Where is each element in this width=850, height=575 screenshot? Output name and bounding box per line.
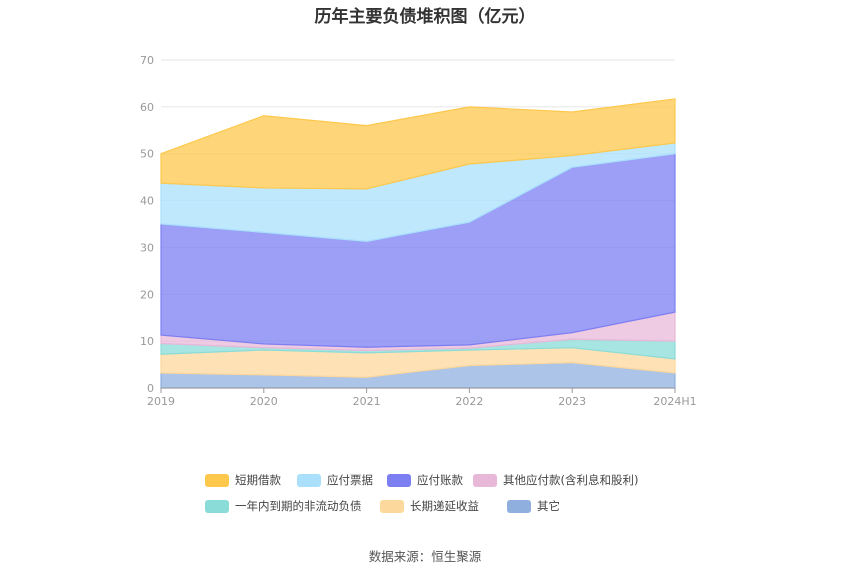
legend-swatch bbox=[205, 499, 229, 513]
x-tick-label: 2023 bbox=[558, 395, 586, 408]
legend-label: 应付票据 bbox=[327, 473, 373, 487]
y-tick-label: 70 bbox=[140, 54, 154, 67]
legend-label: 其它 bbox=[537, 499, 560, 513]
y-tick-label: 0 bbox=[147, 382, 154, 395]
legend-item[interactable]: 长期递延收益 bbox=[380, 498, 479, 514]
legend-label: 应付账款 bbox=[417, 473, 463, 487]
legend-label: 短期借款 bbox=[235, 473, 281, 487]
axes: 0 10 20 30 40 50 60 70 2019 2020 2021 2022 2023 2024H… bbox=[140, 54, 697, 408]
chart-title: 历年主要负债堆积图（亿元） bbox=[314, 7, 536, 27]
legend-label: 长期递延收益 bbox=[410, 499, 479, 513]
legend-swatch bbox=[297, 473, 321, 487]
y-tick-label: 20 bbox=[140, 288, 154, 301]
y-tick-label: 50 bbox=[140, 148, 154, 161]
x-tick-label: 2020 bbox=[250, 395, 278, 408]
y-tick-label: 40 bbox=[140, 195, 154, 208]
legend-label: 一年内到期的非流动负债 bbox=[235, 499, 362, 513]
x-tick-label: 2022 bbox=[455, 395, 483, 408]
legend-swatch bbox=[205, 473, 229, 487]
y-tick-label: 10 bbox=[140, 335, 154, 348]
legend-swatch bbox=[473, 473, 497, 487]
legend-item[interactable]: 应付账款 bbox=[387, 472, 463, 488]
area-series-6 bbox=[160, 98, 676, 190]
legend-swatch bbox=[380, 499, 404, 513]
x-tick-label: 2019 bbox=[147, 395, 175, 408]
data-source-label: 数据来源：恒生聚源 bbox=[368, 549, 482, 564]
y-tick-label: 60 bbox=[140, 101, 154, 114]
stacked-area-chart: 0 10 20 30 40 50 60 70 2019 2020 2021 2022 2023 2024H… bbox=[140, 54, 697, 408]
legend-item[interactable]: 其它 bbox=[507, 498, 560, 514]
area-series-group bbox=[160, 98, 676, 389]
legend-item[interactable]: 一年内到期的非流动负债 bbox=[205, 498, 362, 514]
legend-item[interactable]: 其他应付款(含利息和股利) bbox=[473, 472, 638, 488]
y-tick-label: 30 bbox=[140, 241, 154, 254]
legend-swatch bbox=[507, 499, 531, 513]
legend-swatch bbox=[387, 473, 411, 487]
x-tick-label: 2021 bbox=[353, 395, 381, 408]
legend-item[interactable]: 应付票据 bbox=[297, 472, 373, 488]
x-tick-label: 2024H1 bbox=[653, 395, 696, 408]
legend-item[interactable]: 短期借款 bbox=[205, 472, 281, 488]
legend-label: 其他应付款(含利息和股利) bbox=[503, 473, 639, 487]
